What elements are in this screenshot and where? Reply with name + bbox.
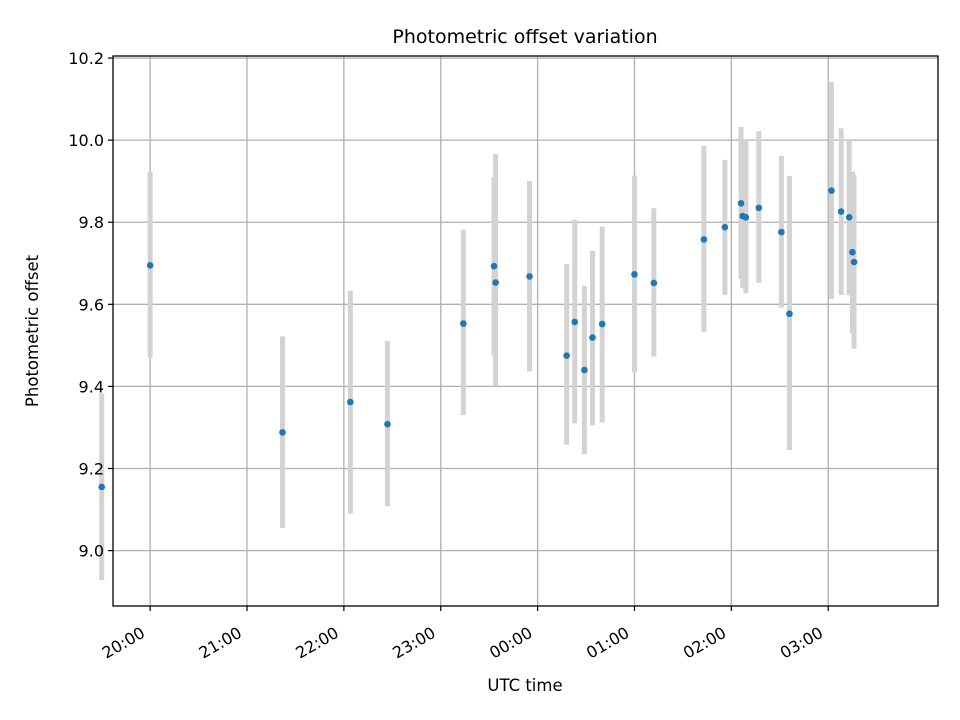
x-tick-label: 02:00 [680,623,729,663]
data-point [828,187,835,194]
x-tick-label: 21:00 [196,623,245,663]
y-axis-ticks: 9.0 9.2 9.4 9.6 9.8 10.0 10.2 [68,49,113,561]
data-point [837,208,845,215]
y-tick-label: 10.2 [68,49,104,68]
x-tick-label: 23:00 [389,623,438,663]
data-point [279,429,286,436]
data-point [631,271,638,278]
y-tick-label: 10.0 [68,131,104,150]
data-point [589,334,596,341]
y-tick-label: 9.4 [79,377,104,396]
data-point [845,214,853,221]
chart-title: Photometric offset variation [392,26,657,48]
x-tick-label: 00:00 [486,623,535,663]
x-tick-label: 20:00 [99,623,148,663]
data-point [384,420,391,428]
x-axis-label: UTC time [487,676,562,695]
y-tick-label: 9.6 [79,295,104,314]
x-tick-label: 01:00 [583,623,632,663]
x-tick-label: 03:00 [777,623,826,663]
data-point [737,200,745,207]
data-point [460,320,467,327]
y-axis-label: Photometric offset [23,254,42,407]
data-point [849,248,856,256]
data-point [146,262,154,269]
grid-lines [113,56,938,606]
data-point [492,279,499,286]
data-point [778,228,785,236]
data-point [571,318,579,326]
data-point [721,223,729,231]
data-point [700,236,708,243]
data-point [742,214,750,221]
y-tick-label: 9.2 [79,460,104,479]
data-point [563,352,570,359]
data-point [347,398,354,406]
data-point [526,273,533,280]
x-tick-label: 22:00 [292,623,341,663]
y-tick-label: 9.0 [79,542,104,561]
data-point [598,320,606,328]
data-point [755,204,763,212]
x-axis-ticks: 20:00 21:00 22:00 23:00 00:00 01:00 02:00 03:00 [99,606,829,663]
data-point [786,310,793,318]
data-point [98,483,105,491]
data-point [650,279,658,287]
error-bars [99,81,857,581]
plot-frame [112,55,939,607]
data-point [850,258,858,266]
data-point [581,366,588,374]
y-tick-label: 9.8 [79,213,104,232]
data-points [98,187,858,491]
data-point [490,262,498,270]
